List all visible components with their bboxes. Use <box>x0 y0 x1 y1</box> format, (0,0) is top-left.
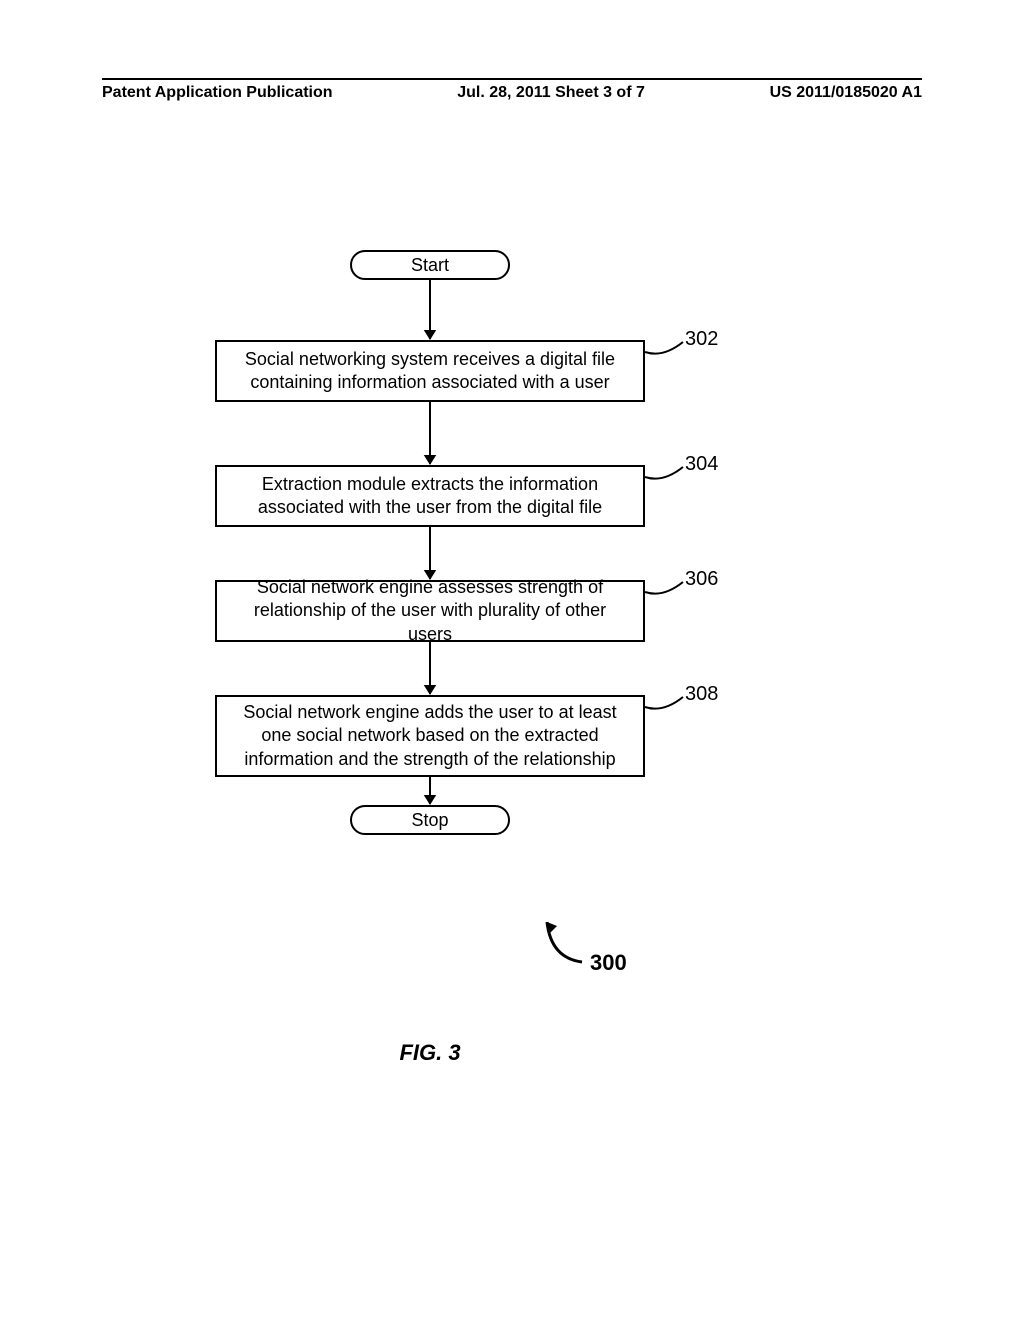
header-left: Patent Application Publication <box>102 84 333 102</box>
header-right: US 2011/0185020 A1 <box>770 84 922 102</box>
figure-ref-300: 300 <box>590 950 627 976</box>
page: Patent Application Publication Jul. 28, … <box>0 0 1024 1320</box>
ref-label-306: 306 <box>685 568 718 591</box>
header-rule <box>102 78 922 80</box>
flowchart-n302: Social networking system receives a digi… <box>215 340 645 402</box>
header-row: Patent Application Publication Jul. 28, … <box>102 84 922 102</box>
flowchart-start: Start <box>350 250 510 280</box>
flowchart-n304: Extraction module extracts the informati… <box>215 465 645 527</box>
header-center: Jul. 28, 2011 Sheet 3 of 7 <box>457 84 645 102</box>
flowchart-n308: Social network engine adds the user to a… <box>215 695 645 777</box>
flowchart-stop: Stop <box>350 805 510 835</box>
page-header: Patent Application Publication Jul. 28, … <box>0 78 1024 102</box>
ref-label-308: 308 <box>685 683 718 706</box>
ref-label-304: 304 <box>685 453 718 476</box>
ref-label-302: 302 <box>685 328 718 351</box>
figure-label: FIG. 3 <box>399 1040 460 1066</box>
flowchart-n306: Social network engine assesses strength … <box>215 580 645 642</box>
